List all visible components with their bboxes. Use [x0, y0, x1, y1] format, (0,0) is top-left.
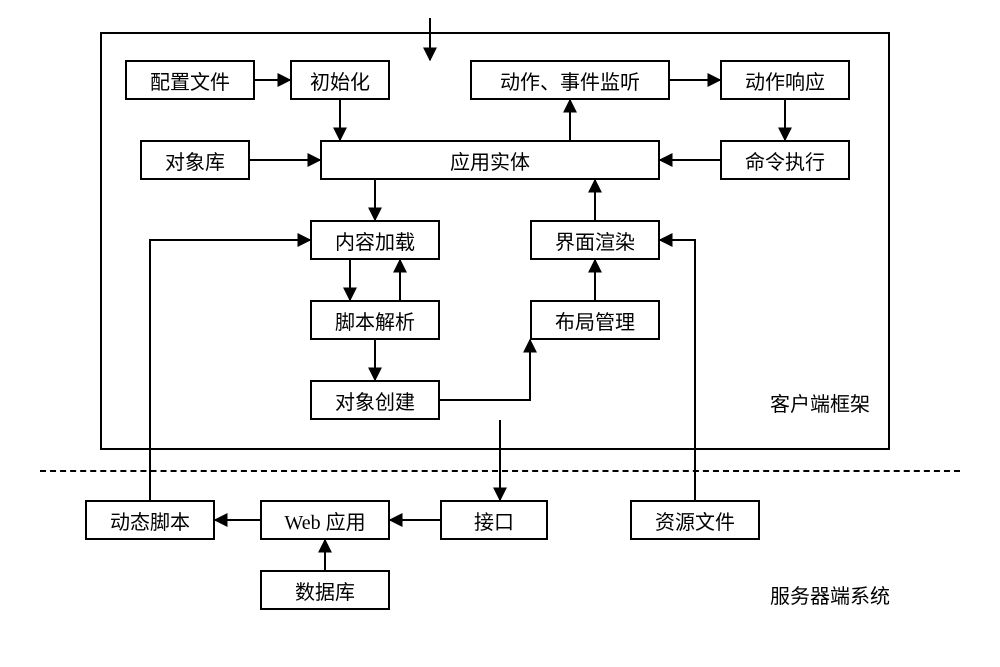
node-label: 接口: [474, 506, 514, 535]
label-client-frame: 客户端框架: [770, 388, 870, 417]
node-label: 布局管理: [555, 306, 635, 335]
node-resource-file: 资源文件: [630, 500, 760, 540]
node-label: 内容加载: [335, 226, 415, 255]
node-label: 资源文件: [655, 506, 735, 535]
node-label: 动态脚本: [110, 506, 190, 535]
node-action-listener: 动作、事件监听: [470, 60, 670, 100]
node-ui-render: 界面渲染: [530, 220, 660, 260]
node-layout-manager: 布局管理: [530, 300, 660, 340]
node-label: 数据库: [295, 576, 355, 605]
label-server-side: 服务器端系统: [770, 580, 890, 609]
node-label: 配置文件: [150, 66, 230, 95]
node-init: 初始化: [290, 60, 390, 100]
node-label: 动作、事件监听: [500, 66, 640, 95]
node-label: 对象库: [165, 146, 225, 175]
node-command-exec: 命令执行: [720, 140, 850, 180]
divider-line: [40, 470, 960, 472]
node-config-file: 配置文件: [125, 60, 255, 100]
node-label: 动作响应: [745, 66, 825, 95]
node-label: 对象创建: [335, 386, 415, 415]
node-label: 界面渲染: [555, 226, 635, 255]
node-action-response: 动作响应: [720, 60, 850, 100]
node-label: 脚本解析: [335, 306, 415, 335]
node-interface: 接口: [440, 500, 548, 540]
node-object-create: 对象创建: [310, 380, 440, 420]
node-script-parse: 脚本解析: [310, 300, 440, 340]
diagram-canvas: 配置文件 初始化 动作、事件监听 动作响应 对象库 应用实体 命令执行 内容加载…: [0, 0, 1000, 667]
node-app-entity: 应用实体: [320, 140, 660, 180]
node-object-library: 对象库: [140, 140, 250, 180]
node-database: 数据库: [260, 570, 390, 610]
node-label: 初始化: [310, 66, 370, 95]
node-label: Web 应用: [284, 506, 365, 535]
node-web-app: Web 应用: [260, 500, 390, 540]
node-content-load: 内容加载: [310, 220, 440, 260]
node-dynamic-script: 动态脚本: [85, 500, 215, 540]
node-label: 命令执行: [745, 146, 825, 175]
node-label: 应用实体: [450, 146, 530, 175]
